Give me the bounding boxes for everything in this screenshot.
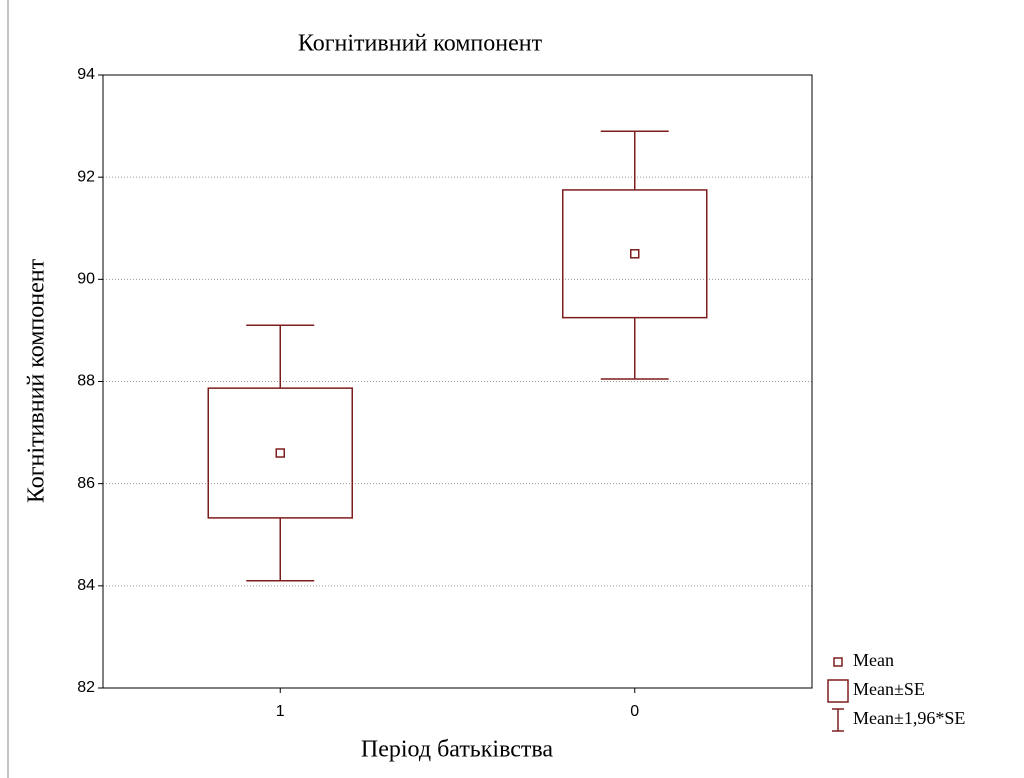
y-tick-label: 90 <box>77 271 95 288</box>
legend-label: Mean±1,96*SE <box>853 708 965 728</box>
chart-title: Когнітивний компонент <box>298 31 543 57</box>
y-tick-label: 84 <box>77 577 95 594</box>
legend-label: Mean±SE <box>853 679 925 699</box>
legend-label: Mean <box>853 650 894 670</box>
y-tick-label: 86 <box>77 475 95 492</box>
se-box <box>207 387 353 519</box>
y-tick-label: 82 <box>77 679 95 696</box>
y-tick-label: 94 <box>77 66 95 83</box>
y-tick-label: 92 <box>77 168 95 185</box>
x-axis-title: Період батьківства <box>361 737 554 763</box>
plot-frame <box>102 74 813 689</box>
mean-marker <box>630 249 640 259</box>
legend-swatch <box>827 679 849 703</box>
y-tick-label: 88 <box>77 373 95 390</box>
x-tick-label: 1 <box>276 703 285 720</box>
x-tick-label: 0 <box>630 703 639 720</box>
mean-marker <box>275 448 285 458</box>
legend-swatch <box>833 657 843 667</box>
se-box <box>562 189 708 319</box>
y-axis-title: Когнітивний компонент <box>24 258 50 503</box>
